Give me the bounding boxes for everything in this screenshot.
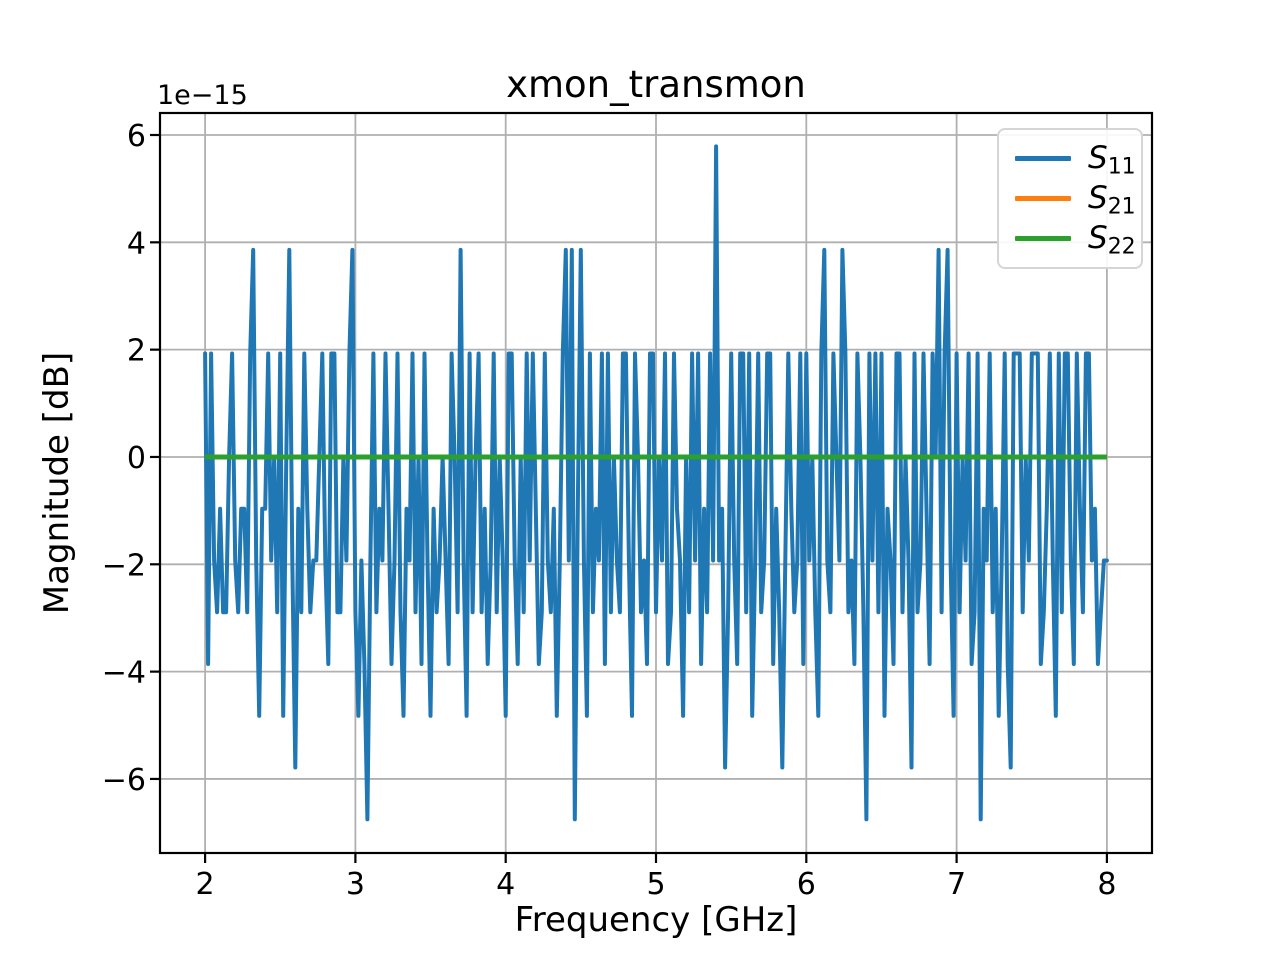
x-tick-label-2: 2 xyxy=(196,867,215,902)
y-axis-label: Magnitude [dB] xyxy=(37,352,77,614)
y-tick-label--4: −4 xyxy=(102,656,146,691)
x-tick-label-3: 3 xyxy=(346,867,365,902)
y-tick-label--6: −6 xyxy=(102,763,146,798)
s11-line xyxy=(203,144,1109,822)
x-tick-label-5: 5 xyxy=(646,867,665,902)
x-tick-label-8: 8 xyxy=(1097,867,1116,902)
axes-title: xmon_transmon xyxy=(506,63,806,106)
legend-label-S22: S22 xyxy=(1088,220,1136,260)
legend-item-S21: S21 xyxy=(1015,183,1136,218)
x-tick-label-4: 4 xyxy=(496,867,515,902)
y-tick-label-6: 6 xyxy=(127,119,146,154)
y-axis-offset-text: 1e−15 xyxy=(157,80,248,111)
y-tick-label-2: 2 xyxy=(127,334,146,369)
legend-item-S11: S11 xyxy=(1015,143,1136,178)
legend-swatch-S11 xyxy=(1015,156,1071,161)
x-tick-label-7: 7 xyxy=(947,867,966,902)
legend-swatch-S21 xyxy=(1015,196,1071,201)
legend-swatch-S22 xyxy=(1015,236,1071,241)
legend-label-S11: S11 xyxy=(1088,140,1136,180)
legend-item-S22: S22 xyxy=(1015,223,1136,258)
tick-label-layer: 2 3 4 5 6 7 8 −6 −4 −2 0 2 4 6 xyxy=(102,119,1117,902)
tick-layer xyxy=(150,133,1109,863)
y-tick-label-4: 4 xyxy=(127,226,146,261)
x-tick-label-6: 6 xyxy=(797,867,816,902)
legend: S11 S21 S22 xyxy=(997,128,1143,269)
y-tick-label--2: −2 xyxy=(102,548,146,583)
y-tick-label-0: 0 xyxy=(127,441,146,476)
series-layer xyxy=(203,144,1109,822)
legend-label-S21: S21 xyxy=(1088,180,1136,220)
x-axis-label: Frequency [GHz] xyxy=(515,900,798,940)
